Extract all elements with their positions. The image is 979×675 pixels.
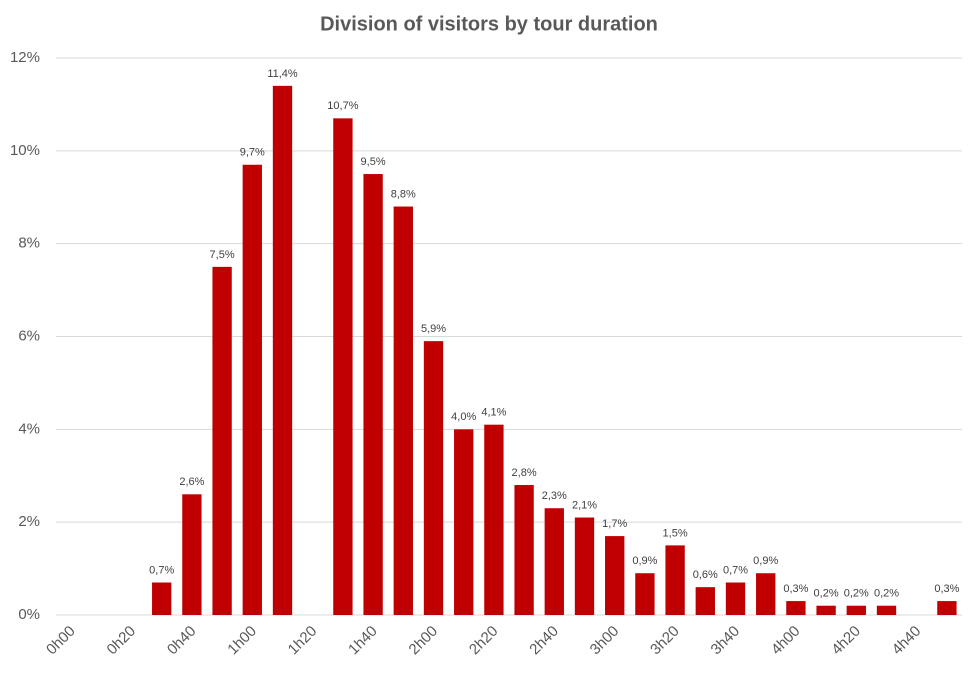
data-label: 0,9% bbox=[632, 555, 657, 567]
x-tick-label: 4h20 bbox=[828, 623, 864, 659]
data-label: 2,6% bbox=[179, 476, 204, 488]
bar bbox=[756, 573, 776, 615]
data-label: 8,8% bbox=[391, 188, 416, 200]
bar bbox=[242, 164, 262, 615]
y-tick-label: 6% bbox=[18, 327, 40, 344]
bar bbox=[605, 536, 625, 615]
x-tick-label: 4h40 bbox=[889, 623, 925, 659]
data-label: 0,7% bbox=[723, 564, 748, 576]
bar bbox=[514, 485, 534, 615]
data-label: 1,7% bbox=[602, 518, 627, 530]
data-label: 9,7% bbox=[240, 147, 265, 159]
data-label: 2,3% bbox=[542, 490, 567, 502]
x-tick-label: 3h40 bbox=[708, 623, 744, 659]
y-tick-label: 2% bbox=[18, 513, 40, 530]
data-label: 9,5% bbox=[361, 156, 386, 168]
bar bbox=[393, 206, 413, 616]
bar bbox=[182, 494, 202, 615]
y-tick-label: 12% bbox=[10, 49, 40, 66]
data-label: 7,5% bbox=[210, 249, 235, 261]
data-label: 0,2% bbox=[844, 588, 869, 600]
data-label: 10,7% bbox=[327, 100, 358, 112]
x-tick-label: 2h20 bbox=[466, 623, 502, 659]
x-tick-label: 1h00 bbox=[224, 623, 260, 659]
x-tick-label: 1h40 bbox=[345, 623, 381, 659]
x-tick-label: 2h40 bbox=[526, 623, 562, 659]
data-label: 0,6% bbox=[693, 569, 718, 581]
x-tick-label: 0h40 bbox=[164, 623, 200, 659]
x-tick-label: 0h00 bbox=[43, 623, 79, 659]
bar bbox=[695, 587, 715, 615]
bar bbox=[574, 517, 595, 615]
bar bbox=[212, 266, 232, 615]
y-tick-label: 4% bbox=[18, 420, 40, 437]
x-tick-label: 0h20 bbox=[104, 623, 140, 659]
bar bbox=[423, 341, 444, 615]
bar bbox=[454, 429, 474, 615]
bar bbox=[725, 582, 746, 615]
data-label: 0,2% bbox=[814, 588, 839, 600]
x-tick-label: 3h00 bbox=[587, 623, 623, 659]
bar bbox=[272, 85, 293, 616]
data-label: 0,7% bbox=[149, 564, 174, 576]
bar bbox=[484, 424, 504, 615]
data-label: 0,9% bbox=[753, 555, 778, 567]
x-tick-label: 3h20 bbox=[647, 623, 683, 659]
data-label: 4,0% bbox=[451, 411, 476, 423]
bar bbox=[333, 118, 353, 615]
y-tick-label: 10% bbox=[10, 142, 40, 159]
data-label: 2,1% bbox=[572, 499, 597, 511]
bar bbox=[152, 582, 172, 615]
bar bbox=[544, 508, 564, 615]
data-label: 2,8% bbox=[512, 467, 537, 479]
bar bbox=[635, 573, 655, 615]
bar bbox=[876, 605, 897, 615]
x-tick-label: 2h00 bbox=[406, 623, 442, 659]
bar bbox=[937, 601, 957, 615]
y-tick-label: 8% bbox=[18, 235, 40, 252]
data-label: 1,5% bbox=[663, 527, 688, 539]
bar bbox=[665, 545, 685, 615]
data-label: 0,3% bbox=[783, 583, 808, 595]
data-label: 11,4% bbox=[267, 68, 298, 80]
x-tick-label: 4h00 bbox=[768, 623, 804, 659]
bar bbox=[846, 605, 866, 615]
bar bbox=[816, 605, 836, 615]
y-tick-label: 0% bbox=[18, 606, 40, 623]
bar bbox=[786, 601, 806, 615]
data-label: 4,1% bbox=[481, 407, 506, 419]
chart-title: Division of visitors by tour duration bbox=[320, 13, 658, 35]
x-tick-label: 1h20 bbox=[285, 623, 321, 659]
data-label: 0,3% bbox=[934, 583, 959, 595]
bar bbox=[363, 174, 383, 615]
data-label: 5,9% bbox=[421, 323, 446, 335]
data-label: 0,2% bbox=[874, 588, 899, 600]
